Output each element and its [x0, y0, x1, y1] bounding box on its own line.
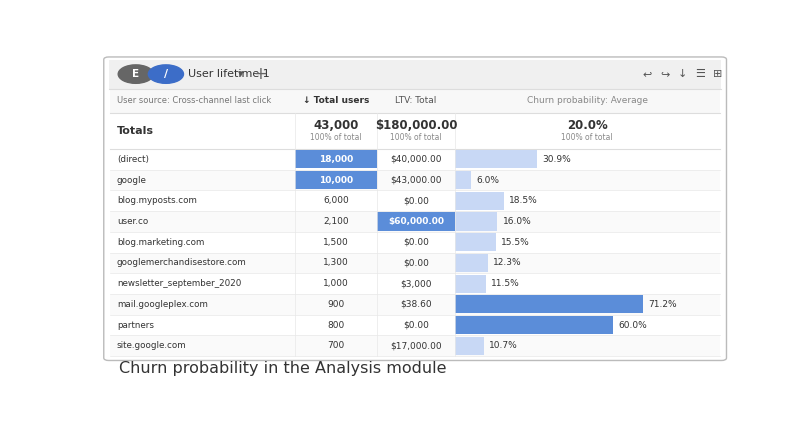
Text: ↪: ↪: [660, 69, 670, 79]
Bar: [295, 150, 377, 168]
Text: Churn probability: Average: Churn probability: Average: [526, 96, 648, 105]
Text: 20.0%: 20.0%: [567, 119, 608, 132]
Text: google: google: [117, 175, 147, 184]
Text: $38.60: $38.60: [400, 300, 432, 309]
Bar: [455, 295, 643, 313]
Text: mail.googleplex.com: mail.googleplex.com: [117, 300, 208, 309]
Bar: [455, 171, 471, 189]
Text: 60.0%: 60.0%: [619, 321, 647, 330]
Bar: [377, 212, 455, 231]
Text: 100% of total: 100% of total: [390, 133, 442, 142]
Text: 6.0%: 6.0%: [476, 175, 499, 184]
Bar: [110, 294, 720, 315]
Bar: [455, 192, 504, 210]
Bar: [110, 273, 720, 294]
Bar: [110, 149, 720, 169]
Text: $60,000.00: $60,000.00: [388, 217, 444, 226]
Text: E: E: [132, 69, 139, 79]
Text: blog.myposts.com: blog.myposts.com: [117, 196, 197, 205]
Text: user.co: user.co: [117, 217, 148, 226]
Text: googlemerchandisestore.com: googlemerchandisestore.com: [117, 259, 247, 268]
Text: $0.00: $0.00: [403, 321, 429, 330]
Text: User source: Cross-channel last click: User source: Cross-channel last click: [117, 96, 271, 105]
Text: $43,000.00: $43,000.00: [390, 175, 441, 184]
Text: partners: partners: [117, 321, 154, 330]
Text: LTV: Total: LTV: Total: [395, 96, 437, 105]
Text: 900: 900: [327, 300, 344, 309]
Text: 16.0%: 16.0%: [502, 217, 531, 226]
Text: 1,300: 1,300: [323, 259, 349, 268]
Text: 100% of total: 100% of total: [561, 133, 613, 142]
Text: ↓: ↓: [678, 69, 687, 79]
Bar: [455, 254, 488, 272]
Text: blog.marketing.com: blog.marketing.com: [117, 238, 204, 247]
Text: 10.7%: 10.7%: [488, 342, 518, 351]
Text: ☰: ☰: [695, 69, 706, 79]
Bar: [455, 233, 497, 251]
Text: 43,000: 43,000: [313, 119, 359, 132]
Text: 6,000: 6,000: [323, 196, 349, 205]
Text: $0.00: $0.00: [403, 196, 429, 205]
Bar: [110, 190, 720, 211]
Text: $17,000.00: $17,000.00: [390, 342, 442, 351]
Bar: [109, 59, 722, 89]
Bar: [295, 171, 377, 189]
Bar: [455, 212, 497, 231]
Circle shape: [118, 65, 153, 83]
Text: 11.5%: 11.5%: [491, 279, 519, 288]
Text: 1,000: 1,000: [323, 279, 349, 288]
Text: 18,000: 18,000: [319, 155, 353, 164]
Text: 12.3%: 12.3%: [492, 259, 522, 268]
Bar: [455, 316, 613, 334]
Text: ⊞: ⊞: [713, 69, 723, 79]
Text: Totals: Totals: [117, 126, 154, 136]
Text: $40,000.00: $40,000.00: [390, 155, 441, 164]
Text: 700: 700: [327, 342, 344, 351]
Text: 2,100: 2,100: [323, 217, 349, 226]
Text: 71.2%: 71.2%: [648, 300, 676, 309]
Bar: [455, 150, 537, 168]
Text: Churn probability in the Analysis module: Churn probability in the Analysis module: [119, 361, 446, 376]
Bar: [110, 232, 720, 253]
Text: 30.9%: 30.9%: [542, 155, 570, 164]
Bar: [110, 315, 720, 336]
FancyBboxPatch shape: [104, 57, 727, 360]
Text: /: /: [164, 69, 168, 79]
Bar: [110, 89, 720, 113]
Text: newsletter_september_2020: newsletter_september_2020: [117, 279, 241, 288]
Text: ↩: ↩: [642, 69, 652, 79]
Text: 100% of total: 100% of total: [310, 133, 362, 142]
Text: $0.00: $0.00: [403, 238, 429, 247]
Bar: [110, 169, 720, 190]
Circle shape: [148, 65, 184, 83]
Bar: [110, 113, 720, 149]
Text: +: +: [254, 65, 267, 83]
Bar: [110, 336, 720, 356]
Text: (direct): (direct): [117, 155, 149, 164]
Bar: [455, 275, 486, 293]
Text: ▾: ▾: [238, 69, 244, 79]
Bar: [110, 211, 720, 232]
Text: User lifetime 1: User lifetime 1: [188, 69, 270, 79]
Text: site.google.com: site.google.com: [117, 342, 186, 351]
Text: $0.00: $0.00: [403, 259, 429, 268]
Text: 1,500: 1,500: [323, 238, 349, 247]
Text: ↓ Total users: ↓ Total users: [303, 96, 369, 105]
Text: 15.5%: 15.5%: [501, 238, 530, 247]
Bar: [110, 253, 720, 273]
Text: 800: 800: [327, 321, 344, 330]
Text: $3,000: $3,000: [400, 279, 432, 288]
Text: 10,000: 10,000: [319, 175, 353, 184]
Text: $180,000.00: $180,000.00: [375, 119, 458, 132]
Text: 18.5%: 18.5%: [509, 196, 538, 205]
Bar: [455, 337, 484, 355]
